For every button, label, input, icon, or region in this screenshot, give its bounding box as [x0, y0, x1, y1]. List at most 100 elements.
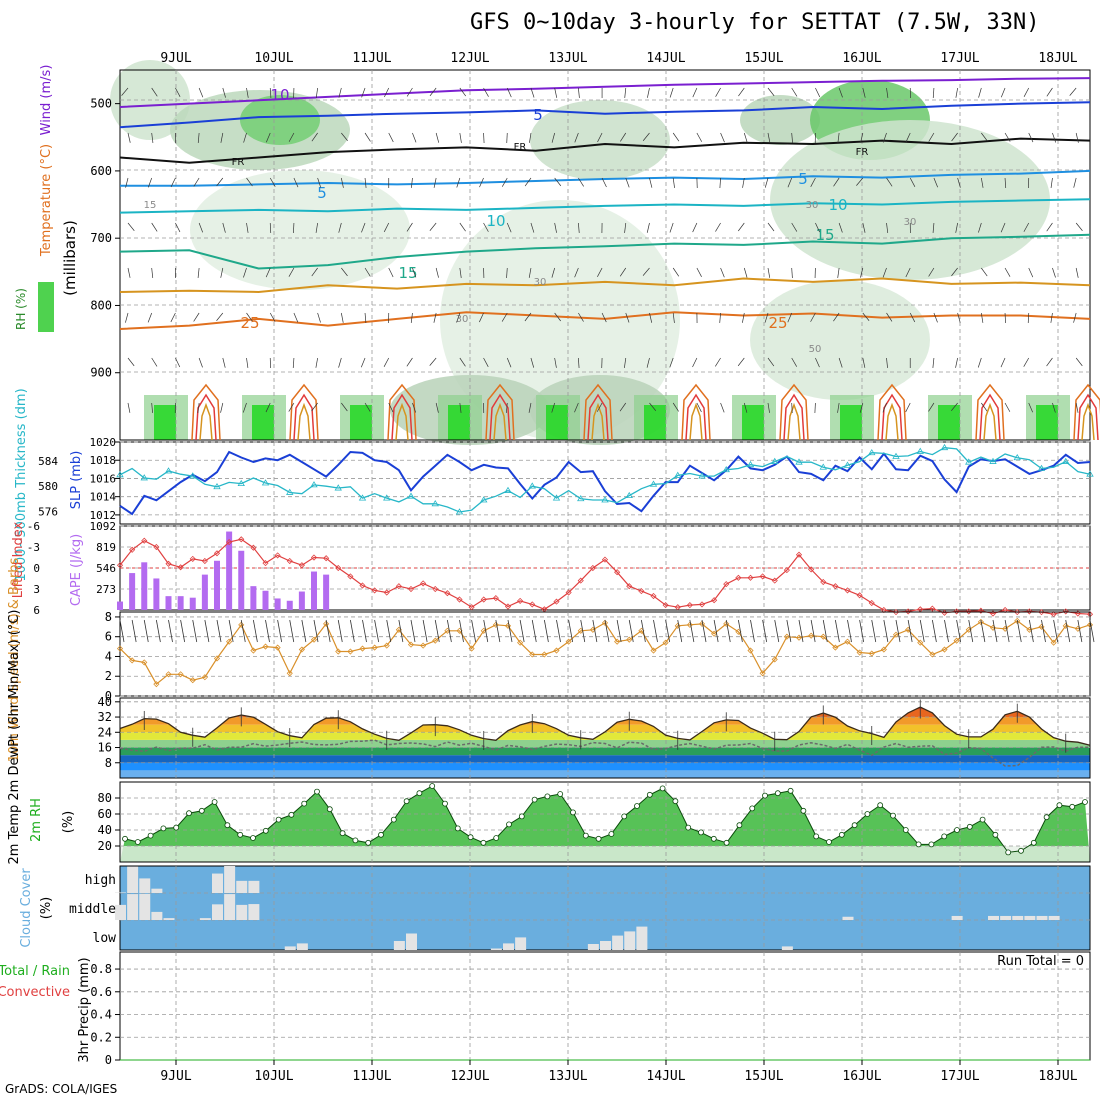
- li-marker: [1026, 608, 1033, 615]
- wind-barb: [338, 222, 342, 233]
- wind-barb: [810, 312, 816, 322]
- li-marker: [977, 607, 984, 614]
- wind-barb: [1089, 619, 1095, 643]
- thickness-marker: [989, 457, 997, 464]
- wind-barb: [764, 177, 769, 188]
- wind-barb: [601, 312, 607, 323]
- li-marker: [577, 577, 584, 584]
- wind-barb: [246, 312, 253, 322]
- wind-barb: [506, 357, 512, 368]
- wind-barb: [980, 177, 984, 188]
- wind-barb: [1000, 357, 1006, 368]
- chart-title: GFS 0~10day 3-hourly for SETTAT (7.5W, 3…: [470, 10, 1040, 35]
- wind-barb: [338, 357, 342, 368]
- wind-barb: [265, 619, 270, 643]
- temp-contour-line: [877, 383, 907, 441]
- wind-barb: [672, 177, 675, 188]
- rh-marker: [1082, 799, 1088, 805]
- thickness-marker: [746, 460, 755, 468]
- temp-contour-line: [195, 393, 217, 441]
- wind-barb: [506, 267, 508, 279]
- wind-barb: [364, 267, 371, 277]
- li-marker: [905, 608, 912, 615]
- wind-barb: [528, 402, 532, 413]
- axis-label: 1000~500mb Thickness (dm): [14, 388, 29, 581]
- li-marker: [165, 560, 172, 567]
- cloud-bar-low: [624, 931, 636, 950]
- wind-barb: [554, 312, 561, 322]
- thickness-marker: [504, 486, 512, 493]
- wind-barb: [1004, 619, 1010, 643]
- wind-barb: [311, 267, 318, 277]
- cloud-bar-low: [600, 941, 611, 950]
- wind-barb: [669, 357, 674, 368]
- temp-contour-line: [783, 393, 805, 441]
- wind-barb: [580, 619, 586, 643]
- rh-marker: [800, 807, 807, 814]
- wind-barb: [554, 87, 558, 98]
- wind-barb: [364, 312, 367, 323]
- wind-barb: [170, 312, 176, 323]
- wind-barb: [774, 619, 780, 643]
- cape-bar: [274, 598, 281, 610]
- thickness-marker: [310, 481, 318, 488]
- wind-barb: [714, 357, 721, 367]
- wind-barb: [1023, 87, 1030, 97]
- wind-barb: [471, 619, 477, 643]
- temp-contour-line: [787, 402, 801, 441]
- rh-marker: [544, 793, 551, 800]
- wind-barb: [147, 177, 153, 188]
- rh-marker: [211, 799, 218, 805]
- wind-marker: [880, 646, 887, 653]
- wind-marker: [747, 647, 754, 654]
- temp-contour-line: [120, 169, 1091, 187]
- temp-band: [120, 755, 1090, 763]
- rh-marker: [339, 830, 346, 837]
- li-marker: [989, 610, 997, 617]
- temp-contour-line: [387, 383, 417, 441]
- wind-barb: [649, 402, 657, 411]
- wind-barb: [501, 312, 508, 322]
- li-marker: [504, 603, 512, 610]
- wind-barb: [786, 619, 792, 643]
- rh-marker: [736, 822, 743, 829]
- rh-marker: [237, 831, 244, 838]
- wind-barb: [125, 312, 129, 323]
- wind-marker: [420, 642, 427, 649]
- wind-barb: [578, 312, 584, 322]
- wind-barb: [956, 619, 962, 643]
- thickness-marker: [795, 458, 803, 465]
- thickness-marker: [625, 491, 633, 499]
- wind-barb: [554, 177, 562, 187]
- temp-band: [120, 707, 1090, 710]
- thickness-marker: [116, 471, 124, 478]
- cloud-bar-middle: [139, 893, 151, 920]
- axis-label: Temperature (°C): [39, 144, 54, 257]
- contour-label: 15: [398, 264, 417, 282]
- wind-marker: [771, 656, 778, 663]
- wind-barb: [383, 357, 390, 367]
- axis-label: SLP (mb): [69, 451, 84, 510]
- rh-marker: [723, 839, 730, 846]
- tick-label: 0.6: [90, 985, 112, 999]
- wind-barb: [483, 357, 489, 367]
- li-marker: [432, 585, 439, 593]
- tick-label: 600: [90, 164, 112, 178]
- temp-contour-line: [681, 383, 711, 441]
- wind-barb: [364, 177, 367, 188]
- wind-barb: [554, 222, 557, 233]
- thickness-marker: [480, 496, 488, 503]
- wind-barb: [791, 132, 793, 143]
- cloud-bar-low: [636, 926, 648, 950]
- tick-label: 576: [38, 505, 58, 518]
- temp-contour-line: [1081, 402, 1095, 441]
- wind-barb: [933, 312, 938, 323]
- axis-label: 2m Temp 2m DewPt (6hr Min/Max) (°C): [7, 610, 22, 865]
- wind-barb: [556, 619, 561, 643]
- wind-marker: [116, 645, 124, 652]
- cloud-bar-low: [515, 937, 527, 950]
- wind-barb: [713, 619, 719, 643]
- tick-label: 546: [96, 562, 116, 575]
- temp-contour-line: [983, 402, 997, 441]
- thickness-marker: [334, 484, 342, 491]
